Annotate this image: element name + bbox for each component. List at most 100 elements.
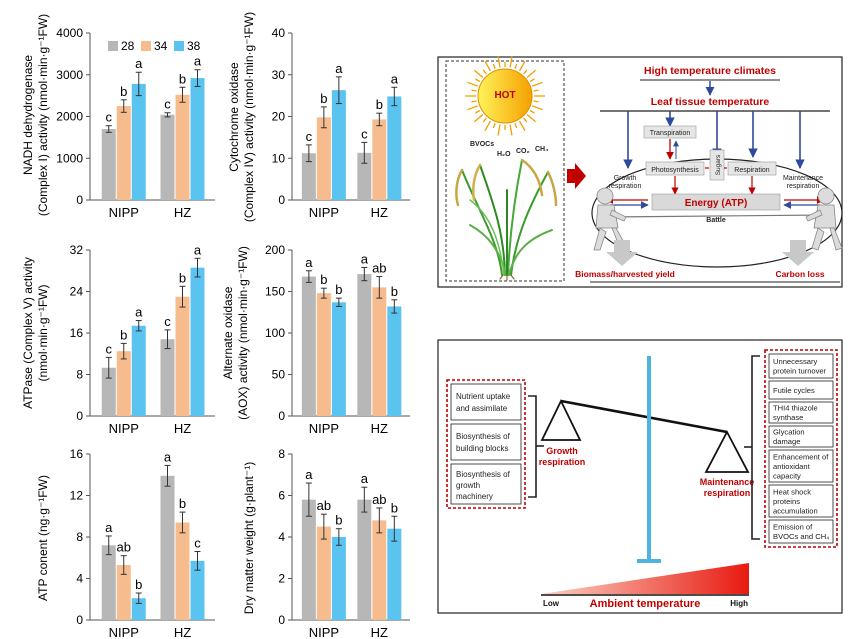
significance-letter: c [164,314,171,329]
y-tick-label: 0 [76,613,83,627]
y-label-line: Cytochrome oxidase [227,62,241,172]
significance-letter: c [361,126,368,141]
y-tick-label: 2 [278,572,285,586]
sun-ray [467,81,478,87]
significance-letter: b [320,91,327,106]
legend-label-28: 28 [121,39,135,53]
significance-letter: a [135,56,143,71]
sun-ray [509,124,513,136]
bar-NIPP-34 [316,293,331,416]
bar-HZ-28 [160,339,175,416]
significance-letter: a [391,71,399,86]
bar-HZ-28 [160,475,175,620]
right-item-text: synthase [773,413,803,422]
significance-letter: c [106,341,113,356]
triangle-right-icon [704,430,750,473]
chart-atp: ATP conent (ng·g⁻¹FW) [36,475,50,601]
ambient-temp-label: Ambient temperature [590,598,701,610]
right-item-text: Emission of [773,523,813,532]
significance-letter: c [194,536,201,551]
bar-HZ-38 [387,306,402,416]
y-label-line: Alternate oxidase [221,286,235,379]
bar-NIPP-34 [316,117,331,200]
balance-beam [560,399,728,434]
right-item-box [768,380,834,400]
bar-HZ-34 [372,520,387,620]
y-tick-label: 8 [76,530,83,544]
y-tick-label: 0 [278,409,285,423]
y-tick-label: 4 [76,572,83,586]
right-item-text: accumulation [773,506,818,515]
y-label-line: (nmol·min·g⁻¹FW) [36,285,50,382]
diagram-energy-battle: HOT BVOCs H₂O CO₂ CH₄ High temperature c… [437,56,843,288]
energy-atp-label: Energy (ATP) [685,198,748,209]
y-tick-label: 12 [70,489,84,503]
grey-arrow-right-icon [782,240,814,266]
sun-ray [484,120,492,131]
chart-aox: Alternate oxidase (AOX) activity (nmol·m… [221,246,250,420]
bvocs-label: BVOCs [470,141,494,148]
right-item-text: antioxidant [773,462,811,471]
bar-NIPP-38 [131,83,146,200]
triangle-left-icon [540,398,582,441]
sun-ray [473,69,484,78]
red-arrow-icon [567,163,586,189]
growth-resp-title-2: respiration [539,457,586,467]
y-label-line: (AOX) activity (nmol·min·g⁻¹FW) [236,246,250,420]
significance-letter: a [305,467,313,482]
significance-letter: ab [372,492,386,507]
grey-arrow-left-icon [606,240,638,266]
significance-letter: a [335,61,343,76]
y-tick-label: 150 [265,285,285,299]
sun-icon: HOT [465,56,545,136]
right-item-text: protein turnover [773,367,827,376]
y-tick-label: 20 [272,110,286,124]
y-tick-label: 3000 [56,68,83,82]
sun-ray [523,69,528,75]
sun-ray [471,89,477,92]
bar-HZ-38 [387,96,402,200]
category-label: NIPP [109,205,139,220]
significance-letter: b [135,577,142,592]
sun-ray [482,69,487,75]
sugars-label: Sugars [715,154,722,175]
bar-HZ-34 [175,94,190,200]
bar-HZ-28 [357,499,372,620]
y-label-line: ATP conent (ng·g⁻¹FW) [36,475,50,601]
right-item-box [768,484,834,518]
battle-label: Battle [706,217,726,224]
right-item-text: Heat shock [773,487,811,496]
bar-NIPP-38 [331,302,346,416]
sun-ray [475,109,481,114]
bar-NIPP-34 [116,565,131,620]
significance-letter: a [194,54,202,69]
legend-swatch-34 [141,41,151,51]
leaf-temp-title: Leaf tissue temperature [651,96,770,108]
bar-HZ-34 [372,119,387,200]
y-tick-label: 16 [70,447,84,461]
category-label: HZ [174,625,191,639]
y-tick-label: 6 [278,489,285,503]
bar-HZ-38 [387,528,402,620]
bar-HZ-38 [190,78,205,200]
y-tick-label: 8 [278,447,285,461]
right-item-text: Unnecessary [773,357,818,366]
category-label: NIPP [109,625,139,639]
maint-resp-label: Maintenance [783,175,823,182]
significance-letter: a [361,251,369,266]
category-label: NIPP [109,421,139,436]
maint-resp-label-2: respiration [787,183,820,190]
bar-HZ-28 [160,114,175,200]
temperature-ramp [541,563,749,594]
category-label: NIPP [309,625,339,639]
legend-label-34: 34 [154,39,168,53]
y-tick-label: 8 [76,368,83,382]
y-tick-label: 24 [70,285,84,299]
left-item-3b: growth [456,481,480,490]
significance-letter: b [376,97,383,112]
